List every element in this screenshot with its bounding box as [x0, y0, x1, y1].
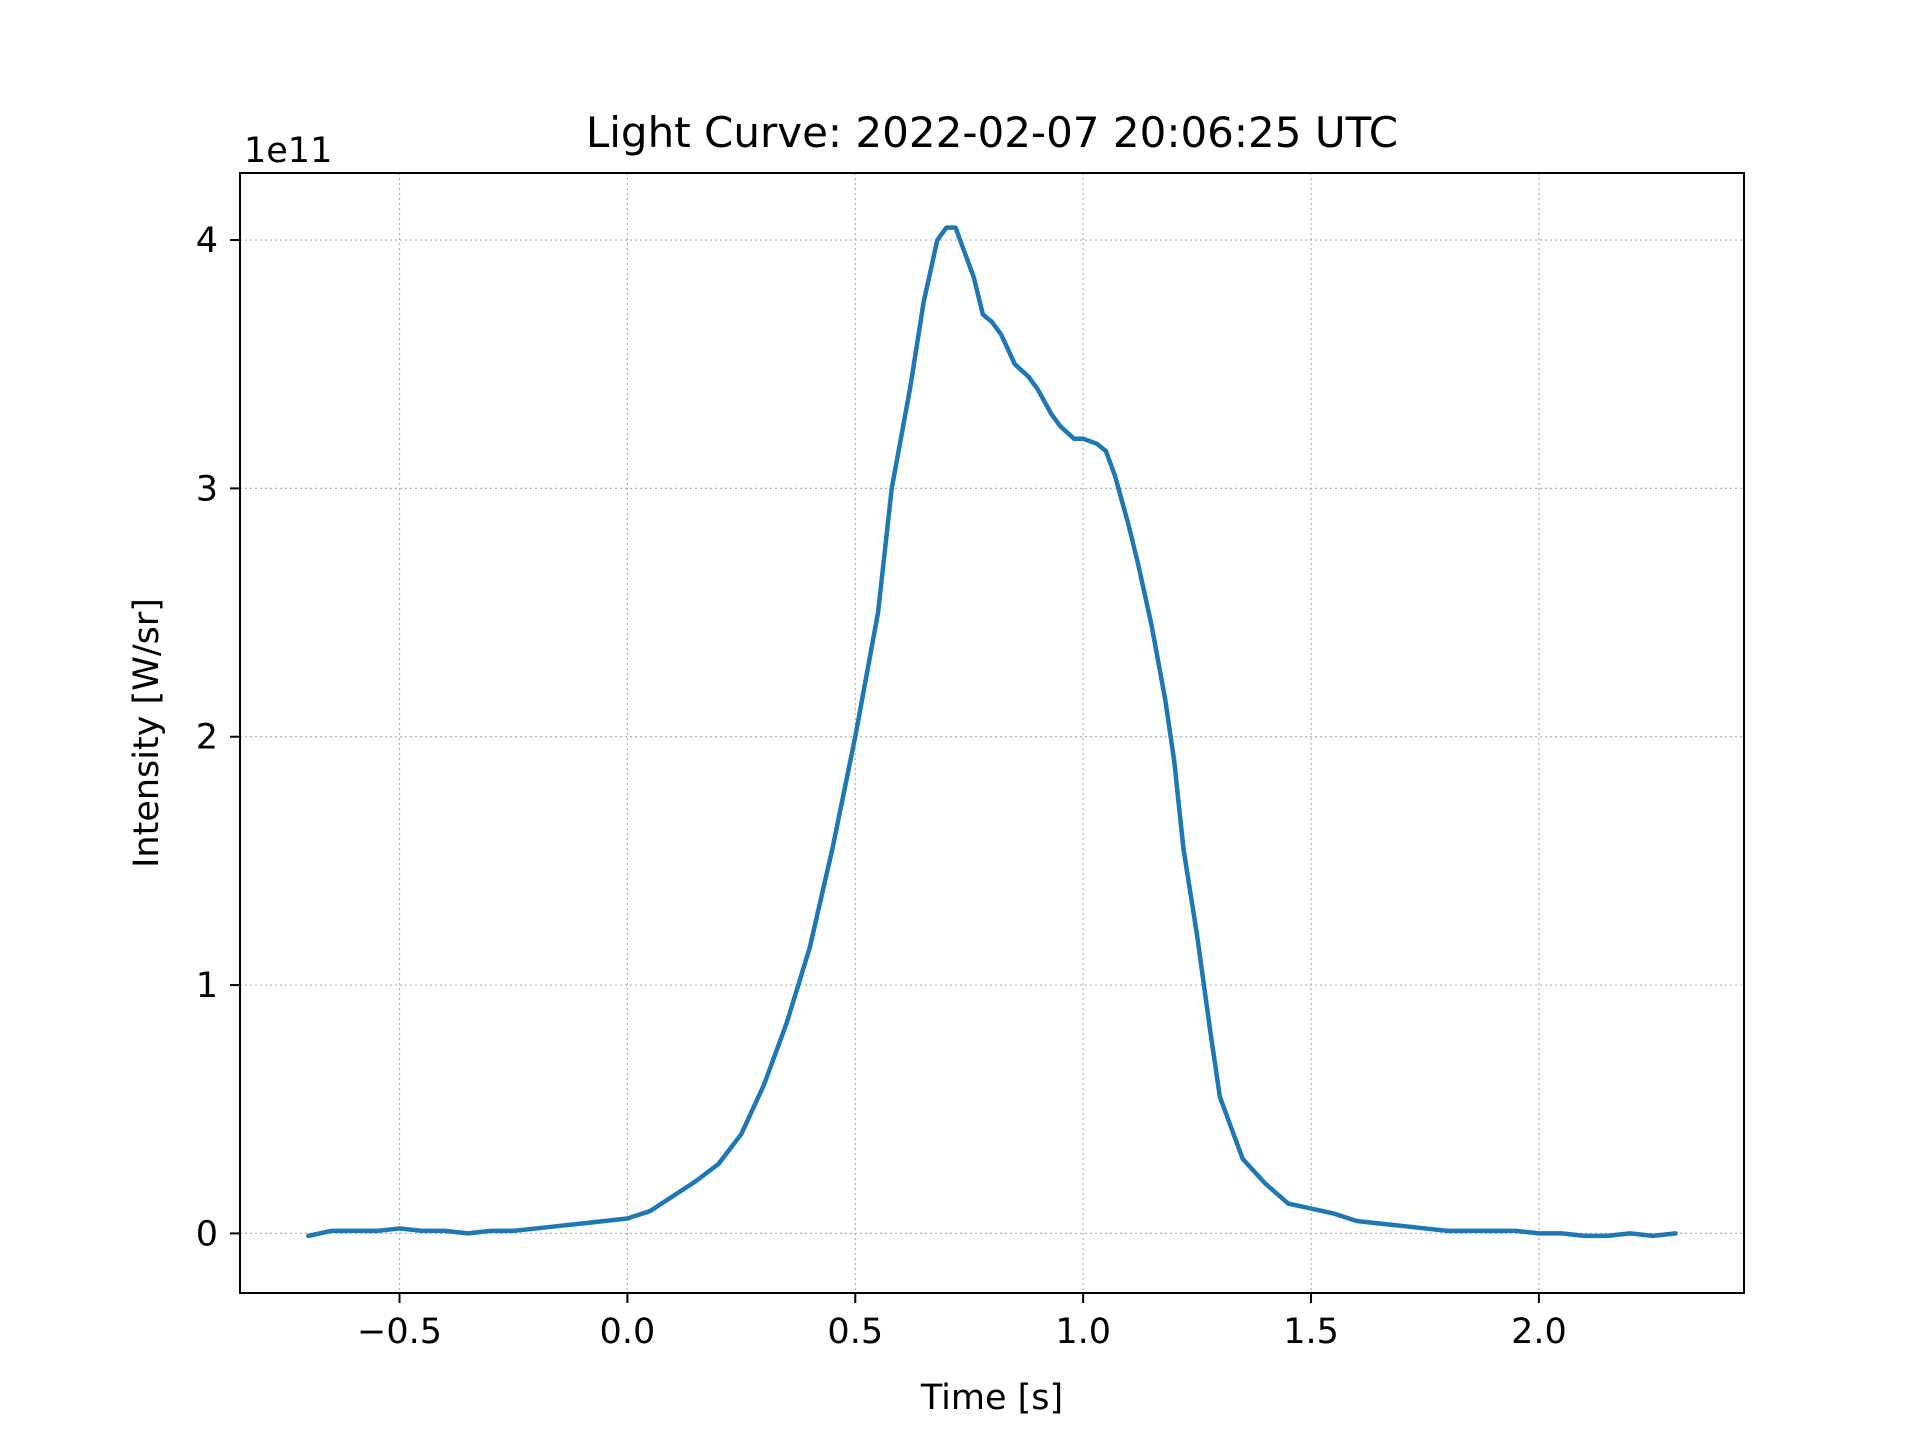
- x-tick-label: 0.5: [827, 1312, 883, 1352]
- y-tick-label: 1: [196, 966, 218, 1006]
- x-tick-label: 2.0: [1511, 1312, 1567, 1352]
- y-tick-label: 2: [196, 718, 218, 758]
- chart-title: Light Curve: 2022-02-07 20:06:25 UTC: [586, 108, 1398, 157]
- y-axis-label: Intensity [W/sr]: [127, 598, 167, 868]
- x-axis-label: Time [s]: [920, 1378, 1063, 1418]
- y-tick-label: 0: [196, 1214, 218, 1254]
- series-group: [306, 225, 1678, 1239]
- plot-frame: [239, 172, 1745, 1294]
- y-tick-label: 3: [196, 469, 218, 509]
- x-axis-ticks: −0.5 0.0 0.5 1.0 1.5 2.0: [357, 1293, 1567, 1352]
- y-tick-label: 4: [196, 221, 218, 261]
- series-line: [306, 225, 1678, 1239]
- y-axis-ticks: 0 1 2 3 4: [196, 221, 240, 1254]
- grid-lines: [240, 173, 1744, 1293]
- x-tick-label: 1.0: [1055, 1312, 1111, 1352]
- x-tick-label: −0.5: [357, 1312, 442, 1352]
- y-offset-label: 1e11: [244, 131, 332, 171]
- x-tick-label: 1.5: [1283, 1312, 1339, 1352]
- x-tick-label: 0.0: [600, 1312, 656, 1352]
